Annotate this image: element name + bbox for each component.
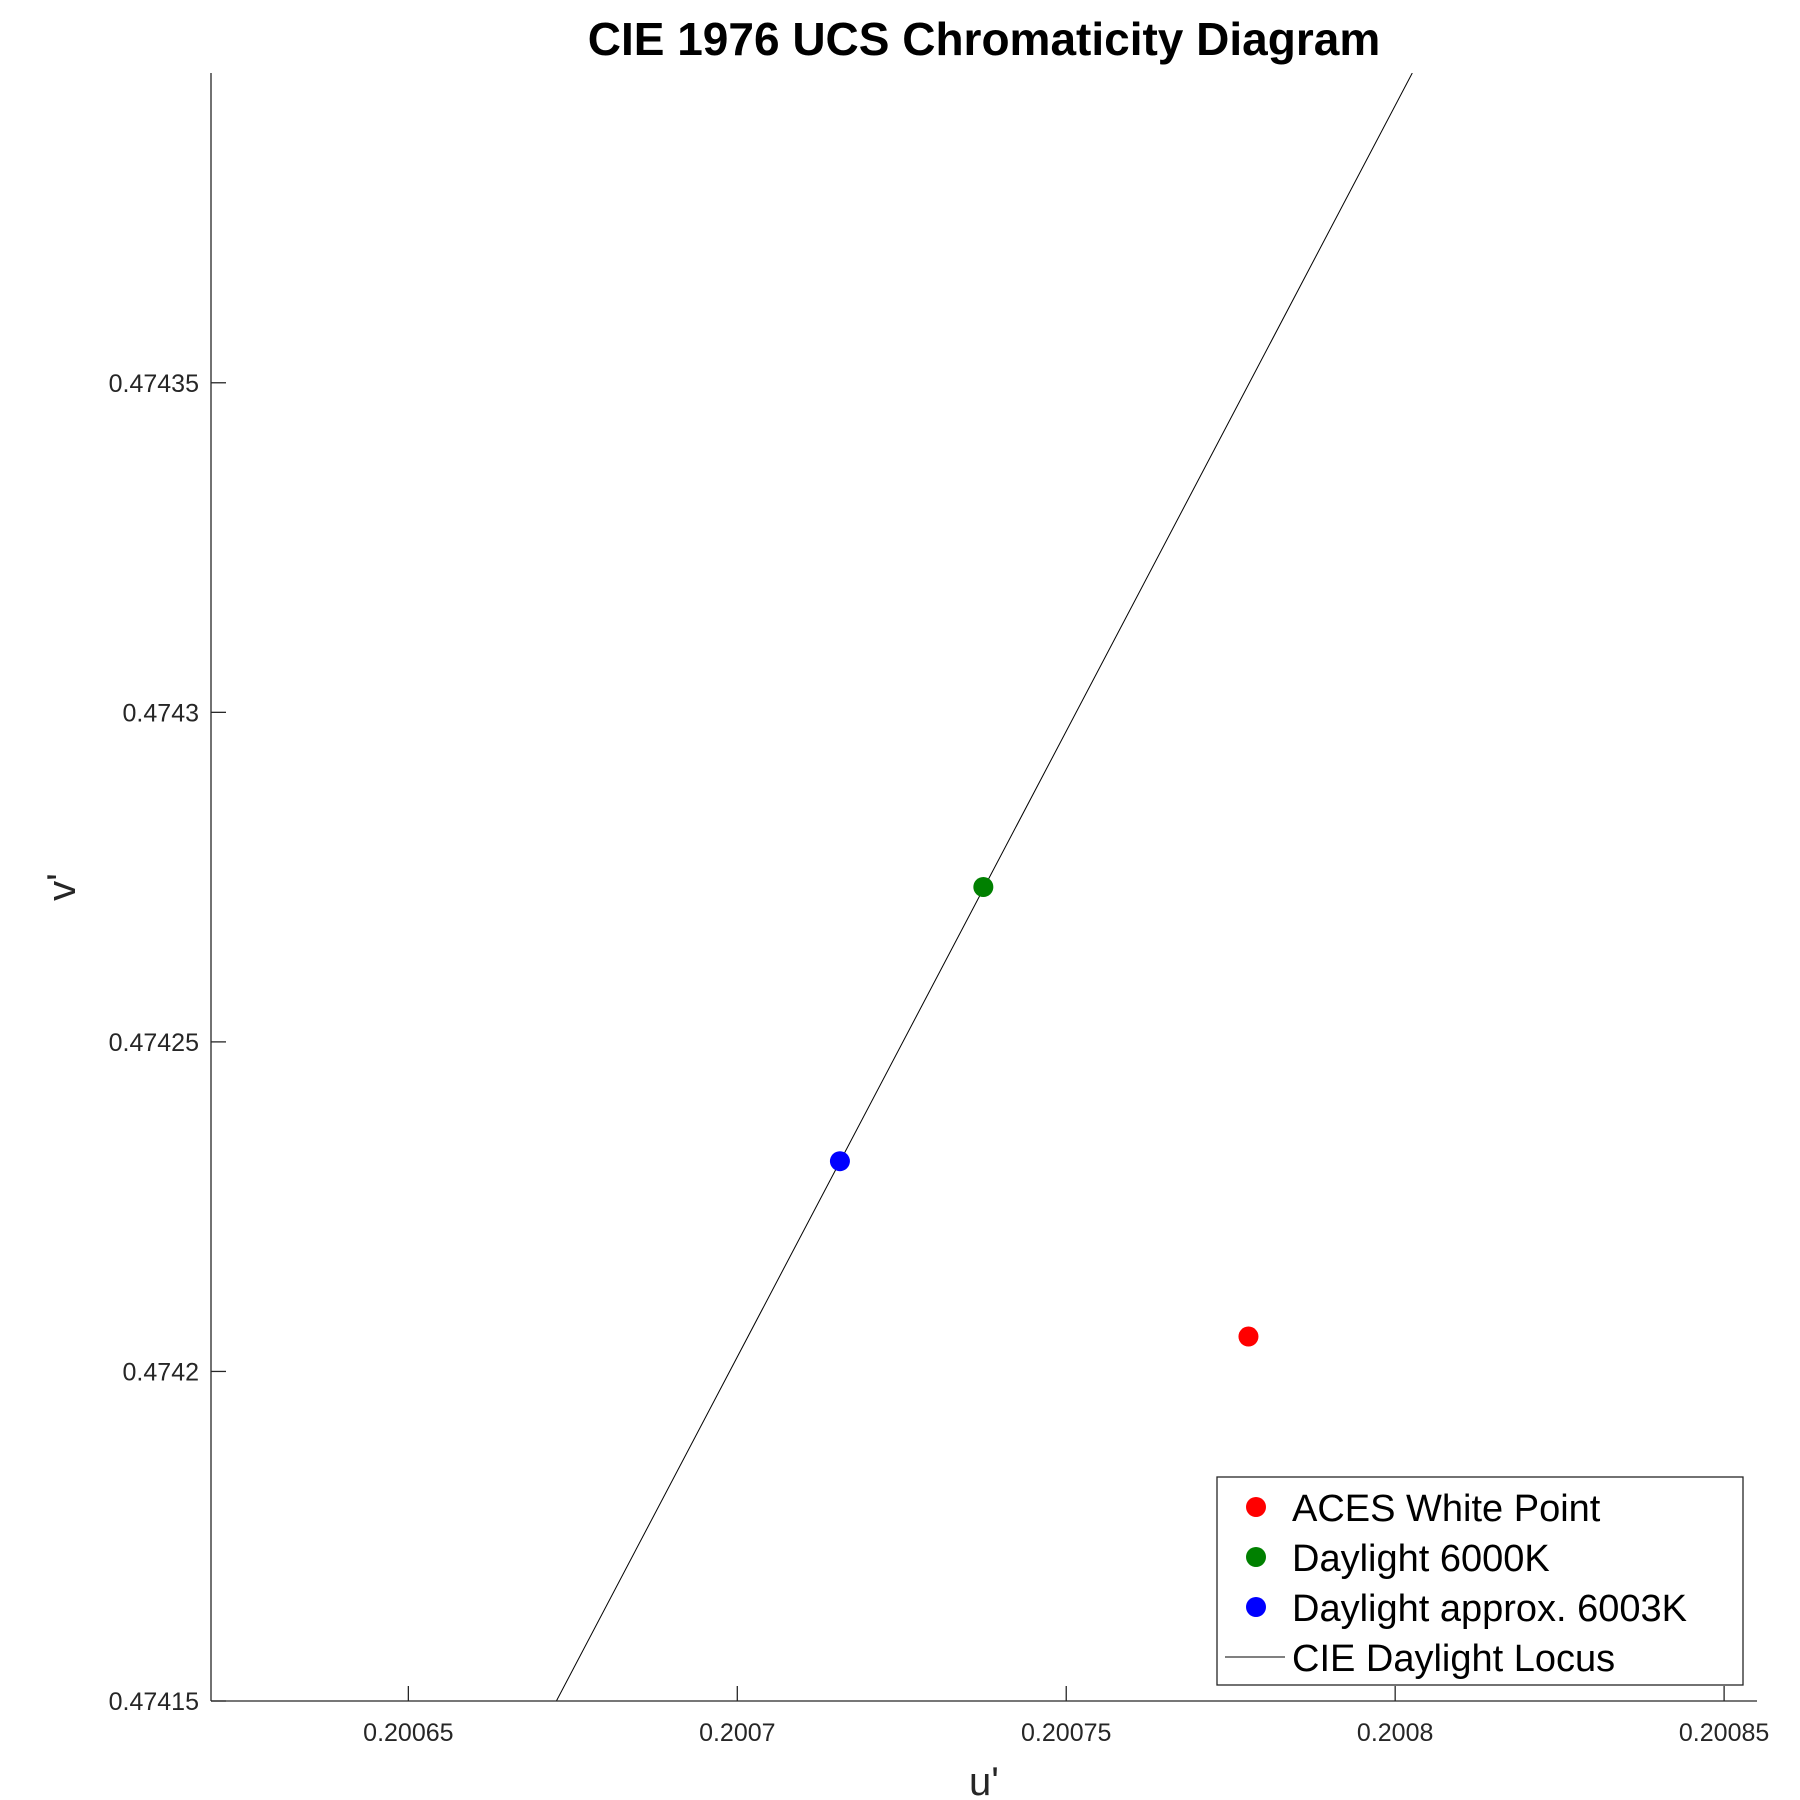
legend-box: [1216, 1476, 1744, 1686]
legend-label: Daylight approx. 6003K: [1292, 1588, 1687, 1630]
y-tick-label: 0.47435: [109, 370, 199, 398]
y-tick-label: 0.47415: [109, 1688, 199, 1716]
y-tick-label: 0.4743: [123, 699, 199, 727]
x-axis-label: u': [969, 1760, 999, 1800]
data-point-daylight-6000k: [973, 877, 994, 897]
legend-marker: [1246, 1597, 1266, 1617]
legend-marker: [1246, 1547, 1266, 1567]
x-tick-label: 0.2008: [1357, 1719, 1433, 1747]
y-tick-label: 0.4742: [123, 1358, 199, 1386]
y-axis: 0.47415 0.4742 0.47425 0.4743 0.47435: [109, 73, 226, 1716]
legend-label: Daylight 6000K: [1292, 1538, 1550, 1580]
y-tick-label: 0.47425: [109, 1029, 199, 1057]
data-point-daylight-approx-6003k: [829, 1151, 850, 1172]
legend-label: CIE Daylight Locus: [1292, 1638, 1615, 1680]
x-tick-label: 0.20065: [363, 1719, 453, 1747]
legend: ACES White Point Daylight 6000K Daylight a…: [1216, 1476, 1744, 1686]
data-point-aces-white-point: [1238, 1326, 1259, 1347]
x-axis: 0.20065 0.2007 0.20075 0.2008 0.20085: [211, 1686, 1769, 1747]
plot-area: [555, 73, 1413, 1701]
x-tick-label: 0.20075: [1021, 1719, 1111, 1747]
chart-title: CIE 1976 UCS Chromaticity Diagram: [588, 13, 1381, 65]
legend-marker: [1246, 1497, 1266, 1517]
x-tick-label: 0.20085: [1679, 1719, 1769, 1747]
legend-label: ACES White Point: [1292, 1488, 1601, 1530]
x-tick-label: 0.2007: [699, 1719, 775, 1747]
y-axis-label: v': [40, 873, 84, 901]
